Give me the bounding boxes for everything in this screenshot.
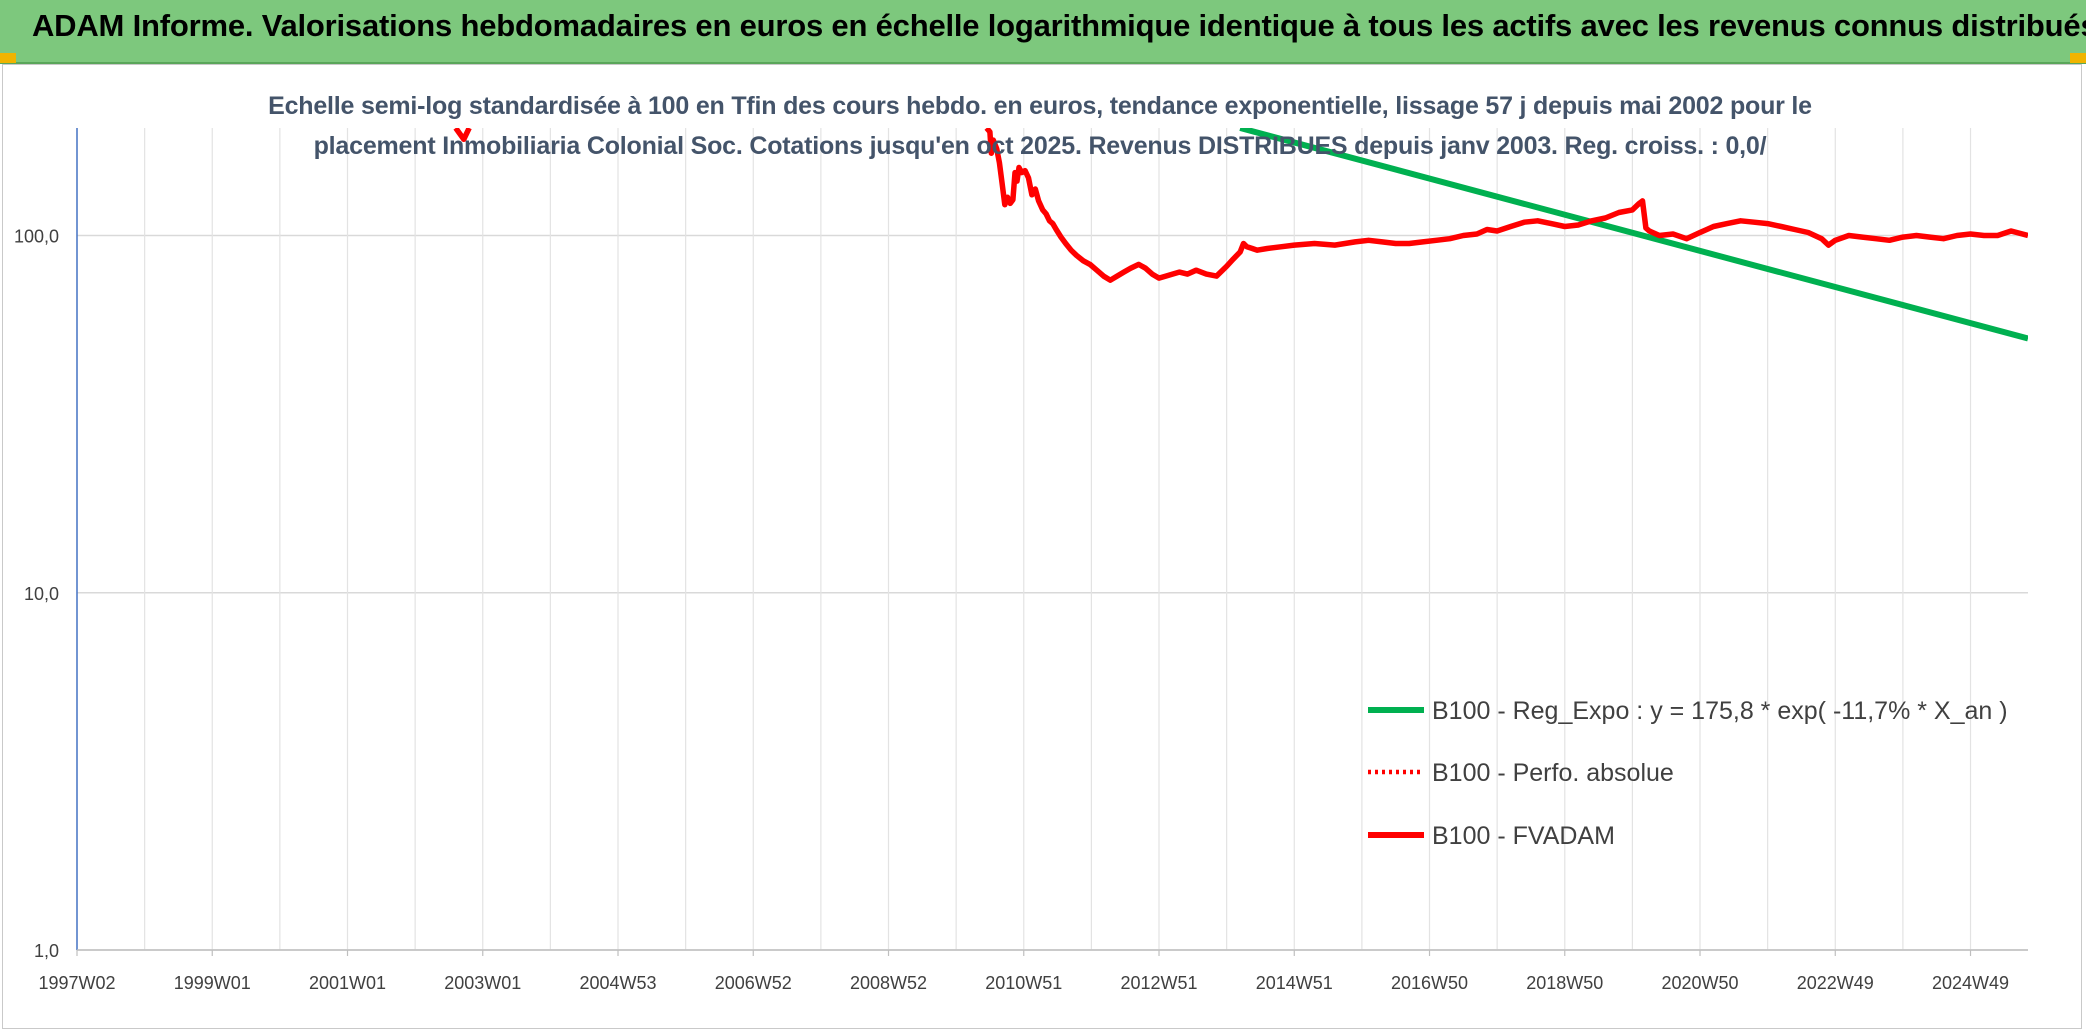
- y-tick-label: 10,0: [24, 584, 59, 604]
- x-tick-label: 2018W50: [1526, 973, 1603, 993]
- y-tick-label: 100,0: [14, 227, 59, 247]
- y-tick-label: 1,0: [34, 941, 59, 961]
- series-fvadam-line-segment: [984, 128, 2028, 283]
- legend-label-fvadam: B100 - FVADAM: [1432, 822, 1615, 850]
- report-title: ADAM Informe. Valorisations hebdomadaire…: [32, 8, 2086, 43]
- x-tick-label: 2024W49: [1932, 973, 2009, 993]
- series-reg-expo-line: [1239, 128, 2028, 342]
- x-tick-label: 2006W52: [715, 973, 792, 993]
- x-tick-label: 2022W49: [1797, 973, 1874, 993]
- x-tick-label: 1999W01: [174, 973, 251, 993]
- x-tick-label: 2014W51: [1256, 973, 1333, 993]
- x-tick-label: 2016W50: [1391, 973, 1468, 993]
- series-fvadam-line-segment: [453, 128, 472, 143]
- chart-subtitle: Echelle semi-log standardisée à 100 en T…: [260, 86, 1820, 166]
- grid-layer: [77, 128, 2028, 951]
- chart-frame: [2, 64, 2082, 1029]
- x-tick-label: 2003W01: [444, 973, 521, 993]
- legend: B100 - Reg_Expo : y = 175,8 * exp( -11,7…: [1368, 697, 2008, 850]
- report-banner: ADAM Informe. Valorisations hebdomadaire…: [0, 0, 2086, 64]
- legend-label-perfo-absolue: B100 - Perfo. absolue: [1432, 759, 1674, 787]
- chart-subtitle-line-1: Echelle semi-log standardisée à 100 en T…: [268, 92, 1812, 120]
- x-tick-label: 2010W51: [985, 973, 1062, 993]
- corner-marker-right: [2070, 53, 2086, 63]
- axis-layer: 1,0 10,0 100,0 1997W02 1999W01 2001W01 2003W01…: [14, 128, 2028, 993]
- corner-marker-left: [0, 53, 16, 63]
- series-layer: [453, 128, 2028, 342]
- x-tick-label: 2012W51: [1120, 973, 1197, 993]
- x-tick-label: 2008W52: [850, 973, 927, 993]
- chart-subtitle-line-2: placement Inmobiliaria Colonial Soc. Cot…: [313, 132, 1767, 160]
- x-tick-label: 2020W50: [1661, 973, 1738, 993]
- legend-label-reg-expo: B100 - Reg_Expo : y = 175,8 * exp( -11,7…: [1432, 697, 2008, 725]
- x-tick-label: 2001W01: [309, 973, 386, 993]
- x-tick-label: 2004W53: [579, 973, 656, 993]
- x-tick-label: 1997W02: [38, 973, 115, 993]
